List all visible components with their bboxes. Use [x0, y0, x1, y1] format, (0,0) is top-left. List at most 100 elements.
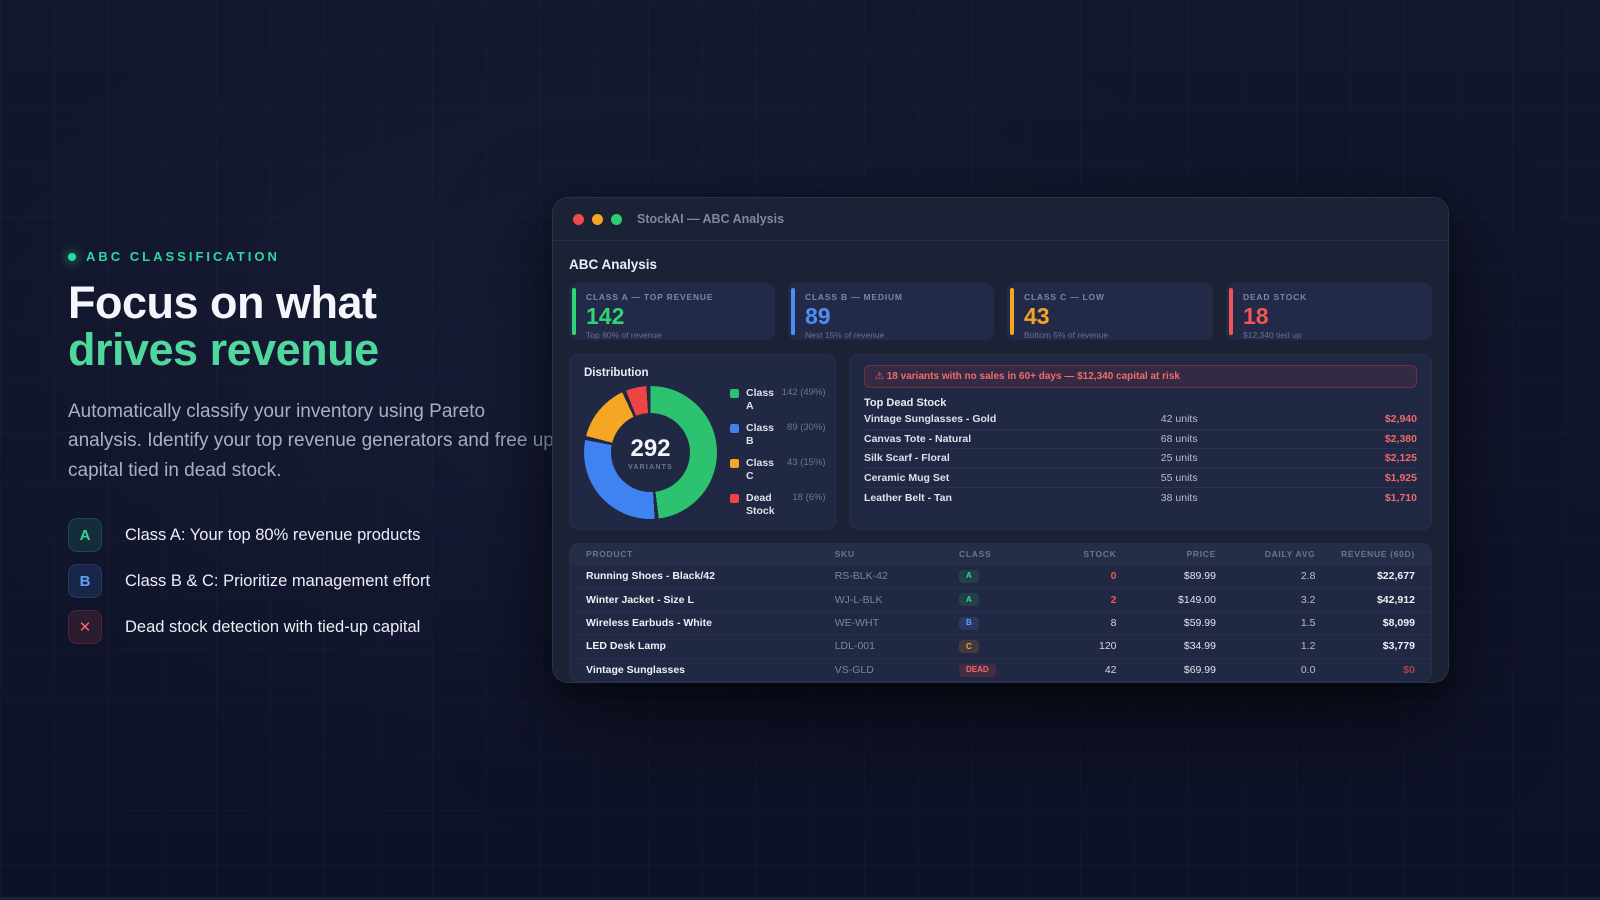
- close-window-icon[interactable]: [573, 213, 584, 225]
- stat-accent-bar: [791, 288, 795, 335]
- class-badge: DEAD: [959, 663, 996, 677]
- table-header: PRODUCT SKU CLASS STOCK PRICE DAILY AVG …: [570, 544, 1431, 564]
- list-item: Leather Belt - Tan 38 units $1,710: [864, 488, 1417, 508]
- cell-revenue: $3,779: [1382, 640, 1415, 653]
- cell-price: $69.99: [1183, 663, 1216, 676]
- cell-price: $34.99: [1183, 640, 1216, 653]
- item-value: $1,710: [1384, 491, 1417, 504]
- page-title-line2: drives revenue: [68, 324, 379, 376]
- stat-card-class-a: CLASS A — TOP REVENUE 142 Top 80% of rev…: [569, 283, 775, 340]
- middle-row: Distribution 292 VARIANTS Class A 142 (4…: [569, 354, 1432, 530]
- item-value: $2,940: [1384, 413, 1417, 426]
- distribution-title: Distribution: [584, 367, 649, 379]
- cell-product: LED Desk Lamp: [586, 640, 666, 653]
- list-item: Canvas Tote - Natural 68 units $2,380: [864, 430, 1417, 449]
- column-header-stock: STOCK: [1083, 549, 1117, 559]
- cell-sku: LDL-001: [834, 640, 875, 653]
- stat-card-dead-stock: DEAD STOCK 18 $12,340 tied up: [1226, 283, 1432, 340]
- cell-product: Wireless Earbuds - White: [586, 616, 712, 629]
- stat-subtitle: Next 15% of revenue: [805, 330, 885, 341]
- table-row[interactable]: Wireless Earbuds - White WE-WHT B 8 $59.…: [570, 611, 1431, 634]
- legend-label: Dead Stock: [746, 492, 775, 518]
- column-header-revenue: REVENUE (60D): [1341, 549, 1415, 559]
- maximize-window-icon[interactable]: [611, 213, 622, 225]
- legend-label: Class B: [746, 421, 775, 447]
- distribution-content: 292 VARIANTS Class A 142 (49%) Class B: [584, 386, 826, 519]
- cell-stock: 120: [1098, 640, 1117, 653]
- stat-label: DEAD STOCK: [1243, 292, 1308, 302]
- section-heading: ABC Analysis: [569, 257, 658, 272]
- item-name: Silk Scarf - Floral: [864, 452, 950, 465]
- stat-subtitle: Top 80% of revenue: [586, 330, 662, 341]
- cell-stock: 0: [1110, 570, 1117, 583]
- item-value: $1,925: [1384, 471, 1417, 484]
- risk-warning-banner: ⚠ 18 variants with no sales in 60+ days …: [864, 365, 1417, 388]
- bullet-class-bc: B Class B & C: Prioritize management eff…: [68, 564, 563, 599]
- column-header-product: PRODUCT: [586, 549, 633, 559]
- minimize-window-icon[interactable]: [592, 213, 603, 225]
- hero-description: Automatically classify your inventory us…: [68, 400, 554, 481]
- window-title: StockAI — ABC Analysis: [637, 212, 785, 226]
- column-header-class: CLASS: [959, 549, 992, 559]
- cell-sku: RS-BLK-42: [834, 570, 888, 583]
- cell-stock: 2: [1110, 593, 1117, 606]
- dead-stock-title: Top Dead Stock: [864, 397, 947, 409]
- bullet-text: Dead stock detection with tied-up capita…: [125, 617, 421, 636]
- column-header-price: PRICE: [1186, 549, 1216, 559]
- dead-stock-list: Vintage Sunglasses - Gold 42 units $2,94…: [864, 410, 1417, 508]
- legend-label: Class A: [746, 386, 775, 412]
- eyebrow: ABC CLASSIFICATION: [68, 249, 563, 264]
- class-b-badge-icon: B: [68, 564, 102, 599]
- cell-revenue: $42,912: [1376, 593, 1415, 606]
- legend-swatch-icon: [730, 494, 739, 504]
- legend-value: 89 (30%): [787, 421, 826, 433]
- item-units: 68 units: [1160, 432, 1198, 445]
- bottom-edge-line: [0, 897, 1600, 900]
- stat-card-class-b: CLASS B — MEDIUM 89 Next 15% of revenue: [788, 283, 994, 340]
- stat-accent-bar: [572, 288, 576, 335]
- cell-revenue: $22,677: [1376, 570, 1415, 583]
- legend-swatch-icon: [730, 388, 739, 398]
- table-row[interactable]: LED Desk Lamp LDL-001 C 120 $34.99 1.2 $…: [570, 634, 1431, 657]
- table-row[interactable]: Winter Jacket - Size L WJ-L-BLK A 2 $149…: [570, 587, 1431, 610]
- legend-value: 43 (15%): [787, 457, 826, 468]
- column-header-daily-avg: DAILY AVG: [1264, 549, 1316, 559]
- stat-accent-bar: [1010, 288, 1014, 335]
- table-row[interactable]: Running Shoes - Black/42 RS-BLK-42 A 0 $…: [570, 564, 1431, 587]
- stat-label: CLASS C — LOW: [1024, 292, 1105, 302]
- cell-price: $149.00: [1178, 593, 1216, 606]
- legend-value: 142 (49%): [781, 386, 826, 398]
- cell-stock: 8: [1110, 616, 1117, 629]
- class-badge: C: [959, 640, 979, 654]
- distribution-panel: Distribution 292 VARIANTS Class A 142 (4…: [569, 354, 836, 530]
- stat-value: 142: [586, 303, 625, 329]
- hero-section: ABC CLASSIFICATION Focus on what drives …: [68, 249, 563, 645]
- page-title: Focus on what drives revenue: [68, 279, 563, 374]
- stat-subtitle: Bottom 5% of revenue: [1024, 330, 1109, 341]
- cell-product: Vintage Sunglasses: [586, 663, 686, 676]
- legend-item-class-b: Class B 89 (30%): [730, 422, 826, 448]
- cell-sku: WJ-L-BLK: [834, 593, 883, 606]
- table-row[interactable]: Vintage Sunglasses VS-GLD DEAD 42 $69.99…: [570, 658, 1431, 681]
- cell-revenue: $8,099: [1382, 616, 1415, 629]
- product-table: PRODUCT SKU CLASS STOCK PRICE DAILY AVG …: [569, 543, 1432, 682]
- dead-stock-panel: ⚠ 18 variants with no sales in 60+ days …: [849, 354, 1432, 530]
- item-value: $2,380: [1384, 432, 1417, 445]
- cell-sku: WE-WHT: [834, 616, 880, 629]
- cell-stock: 42: [1104, 663, 1117, 676]
- cell-price: $89.99: [1183, 570, 1216, 583]
- cell-revenue: $0: [1403, 663, 1415, 676]
- cell-daily-avg: 1.2: [1300, 640, 1316, 653]
- item-value: $2,125: [1384, 452, 1417, 465]
- bullet-text: Class A: Your top 80% revenue products: [125, 525, 421, 544]
- legend-swatch-icon: [730, 459, 739, 468]
- donut-legend: Class A 142 (49%) Class B 89 (30%) Class…: [730, 387, 826, 519]
- cell-price: $59.99: [1183, 616, 1216, 629]
- x-badge-icon: ✕: [68, 610, 102, 645]
- feature-bullets: A Class A: Your top 80% revenue products…: [68, 518, 563, 645]
- stat-value: 89: [805, 303, 831, 329]
- donut-total: 292: [630, 434, 671, 462]
- donut-unit-label: VARIANTS: [628, 463, 673, 471]
- stat-value: 18: [1243, 303, 1269, 329]
- donut-chart: 292 VARIANTS: [584, 386, 717, 519]
